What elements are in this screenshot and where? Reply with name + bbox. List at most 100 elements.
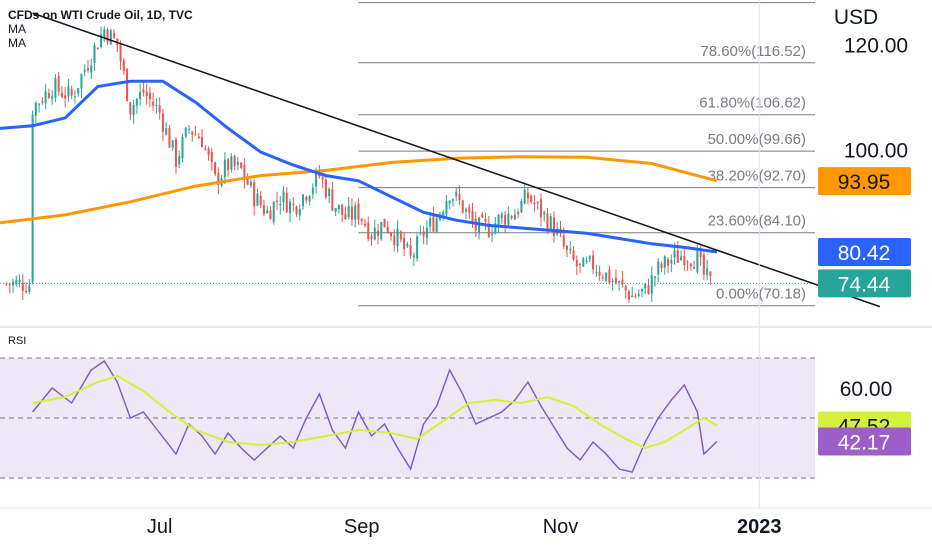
candle-body[interactable]	[334, 208, 337, 212]
candle-body[interactable]	[311, 187, 314, 194]
candle-body[interactable]	[696, 250, 699, 272]
candle-body[interactable]	[461, 200, 464, 213]
candle-body[interactable]	[256, 193, 259, 206]
candle-body[interactable]	[592, 255, 595, 270]
candle-body[interactable]	[425, 227, 428, 238]
candle-body[interactable]	[204, 148, 207, 150]
candle-body[interactable]	[504, 215, 507, 225]
candle-body[interactable]	[598, 271, 601, 276]
candle-body[interactable]	[246, 177, 249, 185]
candle-body[interactable]	[709, 271, 712, 276]
candle-body[interactable]	[624, 286, 627, 291]
candle-body[interactable]	[471, 211, 474, 222]
candle-body[interactable]	[106, 29, 109, 43]
candle-body[interactable]	[126, 68, 129, 102]
candle-body[interactable]	[673, 250, 676, 258]
candle-body[interactable]	[702, 254, 705, 275]
price-tag[interactable]: 74.44	[818, 269, 911, 298]
candle-body[interactable]	[171, 140, 174, 148]
candle-body[interactable]	[289, 201, 292, 214]
candle-body[interactable]	[60, 92, 63, 97]
candle-body[interactable]	[197, 136, 200, 139]
candle-body[interactable]	[706, 268, 709, 275]
candle-body[interactable]	[298, 208, 301, 216]
candle-body[interactable]	[223, 159, 226, 178]
candle-body[interactable]	[539, 199, 542, 218]
candle-body[interactable]	[393, 235, 396, 245]
candle-body[interactable]	[152, 101, 155, 106]
candle-body[interactable]	[350, 206, 353, 220]
candle-body[interactable]	[354, 205, 357, 220]
candle-body[interactable]	[266, 210, 269, 214]
candle-body[interactable]	[406, 243, 409, 247]
candle-body[interactable]	[370, 236, 373, 239]
candle-body[interactable]	[526, 192, 529, 199]
candle-body[interactable]	[174, 139, 177, 167]
candle-body[interactable]	[605, 272, 608, 281]
candle-body[interactable]	[667, 259, 670, 266]
candle-body[interactable]	[546, 213, 549, 231]
candle-body[interactable]	[12, 281, 15, 286]
candle-body[interactable]	[455, 191, 458, 197]
candle-body[interactable]	[663, 256, 666, 268]
candle-body[interactable]	[588, 256, 591, 260]
candle-body[interactable]	[386, 226, 389, 233]
candle-body[interactable]	[614, 277, 617, 284]
candle-body[interactable]	[686, 262, 689, 264]
symbol-title[interactable]: CFDs on WTI Crude Oil, 1D, TVC	[8, 8, 193, 22]
candle-body[interactable]	[595, 272, 598, 274]
candle-body[interactable]	[644, 283, 647, 289]
candle-body[interactable]	[148, 92, 151, 100]
price-tag[interactable]: 80.42	[818, 238, 911, 267]
candle-body[interactable]	[321, 176, 324, 180]
candle-body[interactable]	[435, 218, 438, 232]
candle-body[interactable]	[187, 128, 191, 130]
candle-body[interactable]	[458, 193, 461, 201]
ma-slow-line[interactable]	[0, 155, 718, 225]
candle-body[interactable]	[201, 136, 204, 148]
candle-body[interactable]	[634, 295, 637, 297]
candle-body[interactable]	[328, 189, 331, 197]
candle-body[interactable]	[337, 204, 340, 210]
candle-body[interactable]	[608, 269, 611, 283]
candle-body[interactable]	[308, 195, 311, 202]
candle-body[interactable]	[28, 285, 31, 292]
candle-body[interactable]	[464, 209, 468, 212]
candle-body[interactable]	[44, 91, 47, 104]
candle-body[interactable]	[41, 101, 44, 103]
candle-body[interactable]	[396, 228, 399, 247]
candle-body[interactable]	[80, 74, 83, 89]
candle-body[interactable]	[341, 204, 344, 215]
candle-body[interactable]	[562, 235, 565, 247]
rsi-title[interactable]: RSI	[8, 335, 27, 347]
candle-body[interactable]	[8, 283, 11, 285]
candle-body[interactable]	[611, 280, 614, 282]
candle-body[interactable]	[660, 263, 663, 269]
candle-body[interactable]	[520, 200, 523, 213]
candle-body[interactable]	[582, 258, 585, 267]
candle-body[interactable]	[31, 114, 34, 283]
candle-body[interactable]	[272, 201, 275, 222]
candle-body[interactable]	[533, 202, 536, 205]
ma-fast-line[interactable]	[0, 79, 718, 254]
candle-body[interactable]	[640, 289, 643, 292]
candle-body[interactable]	[344, 213, 347, 220]
candle-body[interactable]	[262, 205, 265, 215]
candle-body[interactable]	[585, 260, 588, 262]
candle-body[interactable]	[383, 218, 386, 228]
candle-body[interactable]	[448, 200, 451, 204]
candle-body[interactable]	[83, 69, 86, 72]
candle-body[interactable]	[572, 250, 575, 260]
candle-body[interactable]	[429, 218, 432, 227]
candle-body[interactable]	[399, 231, 402, 240]
candle-body[interactable]	[497, 215, 500, 226]
candle-body[interactable]	[484, 218, 487, 222]
candle-body[interactable]	[305, 196, 308, 201]
candle-body[interactable]	[575, 259, 578, 267]
candle-body[interactable]	[210, 151, 213, 162]
candle-body[interactable]	[618, 281, 621, 283]
candle-body[interactable]	[367, 222, 370, 239]
candle-body[interactable]	[70, 88, 73, 96]
candle-body[interactable]	[653, 276, 657, 278]
candle-body[interactable]	[155, 105, 158, 107]
